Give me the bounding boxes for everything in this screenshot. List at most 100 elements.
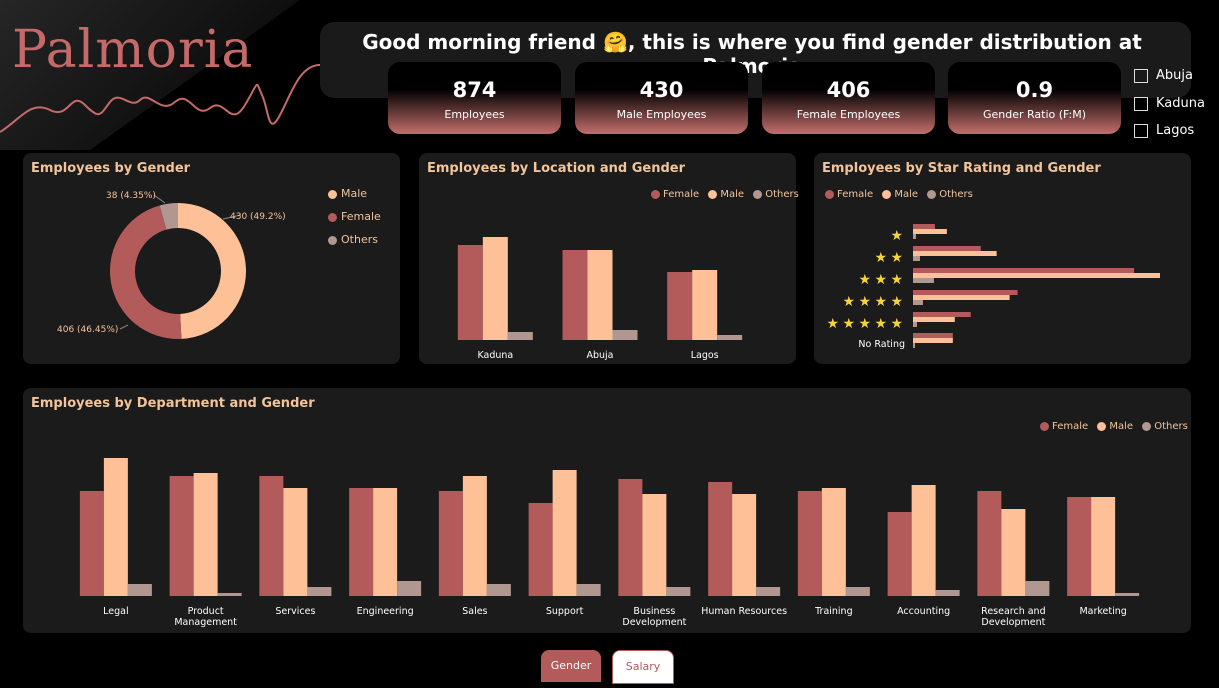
donut-slice-female (110, 205, 182, 339)
headline: Good morning friend 🤗, this is where you… (320, 30, 1184, 78)
checkbox[interactable] (1134, 123, 1148, 138)
bar-male (482, 237, 508, 340)
legend-item-male: Male (708, 189, 744, 200)
bar-others (507, 332, 533, 340)
logo: Palmoria (12, 20, 254, 80)
bar-male (913, 251, 997, 256)
bar-female (1067, 497, 1092, 596)
category-label: Legal (103, 606, 128, 617)
star-icon: ★ (890, 228, 903, 244)
star-icon: ★ (874, 316, 887, 332)
kpi-label: Employees (444, 108, 505, 121)
donut-chart: 430 (49.2%) 406 (46.45%) 38 (4.35%) (57, 191, 286, 339)
bar-female (667, 272, 693, 340)
bar-male (732, 494, 757, 596)
legend-item-others: Others (927, 189, 973, 200)
kpi-value: 430 (639, 78, 684, 102)
bar-others (486, 584, 511, 596)
bar-male (462, 476, 487, 596)
checkbox[interactable] (1134, 96, 1148, 111)
bar-female (913, 224, 935, 229)
bar-others (1115, 593, 1140, 596)
panel-gender: Employees by Gender 430 (49.2%) 406 (46.4… (23, 153, 400, 364)
bar-female (913, 246, 981, 251)
legend-item-others: Others (1142, 421, 1188, 432)
slicer-lagos[interactable]: Lagos (1134, 123, 1194, 138)
legend-item-female: Female (825, 189, 873, 200)
bar-female (438, 491, 463, 596)
bar-female (797, 491, 822, 596)
slicer-kaduna[interactable]: Kaduna (1134, 96, 1205, 111)
bar-others (913, 322, 917, 327)
bar-others (576, 584, 601, 596)
checkbox[interactable] (1134, 68, 1148, 83)
bar-male (193, 473, 218, 596)
tab-salary[interactable]: Salary (612, 650, 674, 684)
bar-male (103, 458, 128, 596)
bar-male (1001, 509, 1026, 596)
star-icon: ★ (874, 250, 887, 266)
bar-male (642, 494, 667, 596)
bar-female (562, 250, 588, 340)
kpi-female-employees: 406 Female Employees (762, 62, 935, 134)
star-icon: ★ (874, 294, 887, 310)
kpi-label: Female Employees (796, 108, 901, 121)
bar-male (552, 470, 577, 596)
department-legend: Female Male Others (1040, 421, 1194, 432)
category-label: Kaduna (477, 350, 513, 361)
category-label: Marketing (1079, 606, 1126, 617)
star-icon: ★ (890, 272, 903, 288)
legend-item-male: Male (1097, 421, 1133, 432)
star-icon: ★ (842, 294, 855, 310)
category-label: Engineering (357, 606, 414, 617)
headline-prefix: Good morning friend (362, 30, 596, 54)
bar-others (913, 256, 920, 261)
bar-male (821, 488, 846, 596)
star-icon: ★ (890, 316, 903, 332)
kpi-value: 406 (826, 78, 871, 102)
category-label: Development (981, 617, 1045, 628)
category-label: Product (188, 606, 224, 617)
kpi-label: Male Employees (616, 108, 707, 121)
bar-female (528, 503, 553, 596)
bar-others (845, 587, 870, 596)
legend-item-female: Female (328, 210, 381, 223)
bar-female (913, 268, 1135, 273)
legend-item-male: Male (328, 187, 381, 200)
category-label: Human Resources (701, 606, 787, 617)
star-icon: ★ (842, 316, 855, 332)
bar-male (913, 338, 953, 343)
slicer-abuja[interactable]: Abuja (1134, 68, 1193, 83)
panel-department: Employees by Department and Gender Femal… (23, 388, 1191, 633)
bar-female (887, 512, 912, 596)
slicer-label: Lagos (1156, 123, 1195, 138)
data-label-male: 430 (49.2%) (230, 212, 286, 222)
bar-female (913, 333, 953, 338)
category-label: Services (275, 606, 315, 617)
bar-others (397, 581, 422, 596)
panel-location: Employees by Location and Gender Female … (419, 153, 799, 364)
bar-others (913, 234, 916, 239)
bar-female (708, 482, 733, 596)
bar-others (913, 343, 915, 348)
category-label: Business (633, 606, 675, 617)
slicer-label: Abuja (1156, 68, 1193, 83)
location-bar-chart: Kaduna Abuja Lagos (457, 237, 743, 361)
category-label: Support (546, 606, 584, 617)
panel-title: Employees by Location and Gender (427, 161, 686, 176)
bar-female (618, 479, 643, 596)
tab-gender[interactable]: Gender (541, 650, 601, 682)
location-legend: Female Male Others (651, 189, 805, 200)
bar-male (692, 270, 718, 340)
bar-others (612, 330, 638, 340)
bar-male (373, 488, 398, 596)
category-label: Abuja (586, 350, 613, 361)
bar-others (913, 278, 934, 283)
headline-suffix: , this is where you find gender distribu… (627, 30, 1142, 78)
bar-others (756, 587, 781, 596)
bar-male (913, 317, 955, 322)
slicer-label: Kaduna (1156, 96, 1205, 111)
bar-others (217, 593, 242, 596)
star-icon: ★ (874, 272, 887, 288)
panel-star-rating: Employees by Star Rating and Gender Fema… (814, 153, 1191, 364)
